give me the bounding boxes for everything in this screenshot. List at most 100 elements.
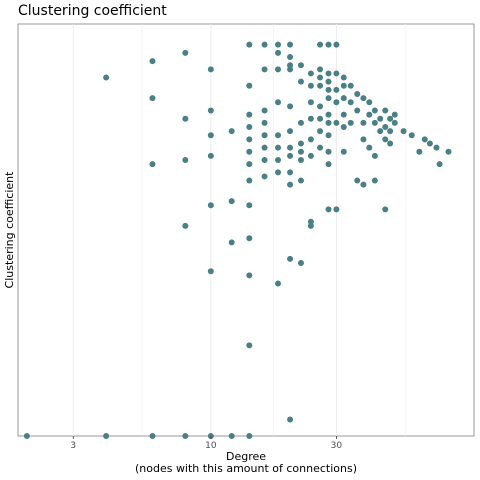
plot-panel [17,23,475,437]
data-point [246,433,253,439]
data-point [354,91,361,98]
data-point [275,99,282,106]
data-point [325,70,332,77]
data-point [340,74,347,81]
data-point [182,222,189,229]
data-point [275,41,282,48]
data-point [307,115,314,122]
data-point [307,136,314,143]
data-point [261,156,268,163]
data-point [297,62,304,69]
data-point [261,132,268,139]
x-axis-label: Degree [226,450,266,463]
data-point [261,41,268,48]
data-point [347,99,354,106]
data-point [360,136,367,143]
data-point [246,202,253,209]
data-point [228,433,235,439]
data-point [261,173,268,180]
data-point [297,177,304,184]
data-point [436,161,443,168]
data-point [207,107,214,114]
data-point [287,103,294,110]
data-point [207,132,214,139]
data-point [246,177,253,184]
data-point [387,140,394,147]
data-point [261,66,268,73]
data-point [354,107,361,114]
data-point [445,148,452,155]
data-point [340,148,347,155]
data-point [400,128,407,135]
data-point [371,107,378,114]
data-point [387,115,394,122]
data-point [275,49,282,56]
data-point [325,86,332,93]
data-point [325,41,332,48]
data-point [333,206,340,213]
data-point [371,119,378,126]
data-point [408,132,415,139]
data-point [325,119,332,126]
data-point [340,124,347,130]
data-point [297,259,304,266]
data-point [149,58,156,65]
data-point [149,95,156,102]
data-point [317,66,324,73]
data-point [287,416,294,423]
data-point [275,66,282,73]
data-point [317,74,324,81]
data-point [246,235,253,242]
data-point [366,99,373,106]
data-point [246,124,253,130]
data-point [387,128,394,135]
y-axis-label: Clustering coefficient [3,171,16,289]
data-point [307,99,314,106]
data-point [382,124,389,130]
data-point [287,169,294,176]
x-axis-sublabel: (nodes with this amount of connections) [135,462,357,475]
data-point [360,95,367,102]
data-point [287,181,294,188]
data-point [317,103,324,110]
data-point [287,41,294,48]
data-point [307,152,314,159]
data-point [182,115,189,122]
data-point [103,74,110,81]
data-point [354,177,361,184]
data-point [377,128,384,135]
x-tick-label: 3 [70,441,76,451]
data-point [317,128,324,135]
data-point [207,152,214,159]
data-point [366,111,373,118]
data-point [246,41,253,48]
data-point [228,128,235,135]
data-point [297,78,304,85]
data-point [261,144,268,151]
data-point [287,152,294,159]
data-point [287,255,294,262]
data-point [340,111,347,118]
data-point [391,111,398,118]
data-point [333,41,340,48]
data-point [366,144,373,151]
data-point [246,82,253,89]
data-point [275,169,282,176]
data-point [333,86,340,93]
data-point [182,156,189,163]
x-tick-label: 30 [331,441,343,451]
data-point [340,95,347,102]
data-point [421,136,428,143]
data-point [182,49,189,56]
data-point [297,156,304,163]
data-point [297,119,304,126]
data-point [416,148,423,155]
data-point [382,206,389,213]
data-point [371,177,378,184]
data-point [426,140,433,147]
data-point [228,239,235,246]
data-point [347,119,354,126]
data-point [347,82,354,89]
data-point [207,66,214,73]
data-point [307,222,314,229]
